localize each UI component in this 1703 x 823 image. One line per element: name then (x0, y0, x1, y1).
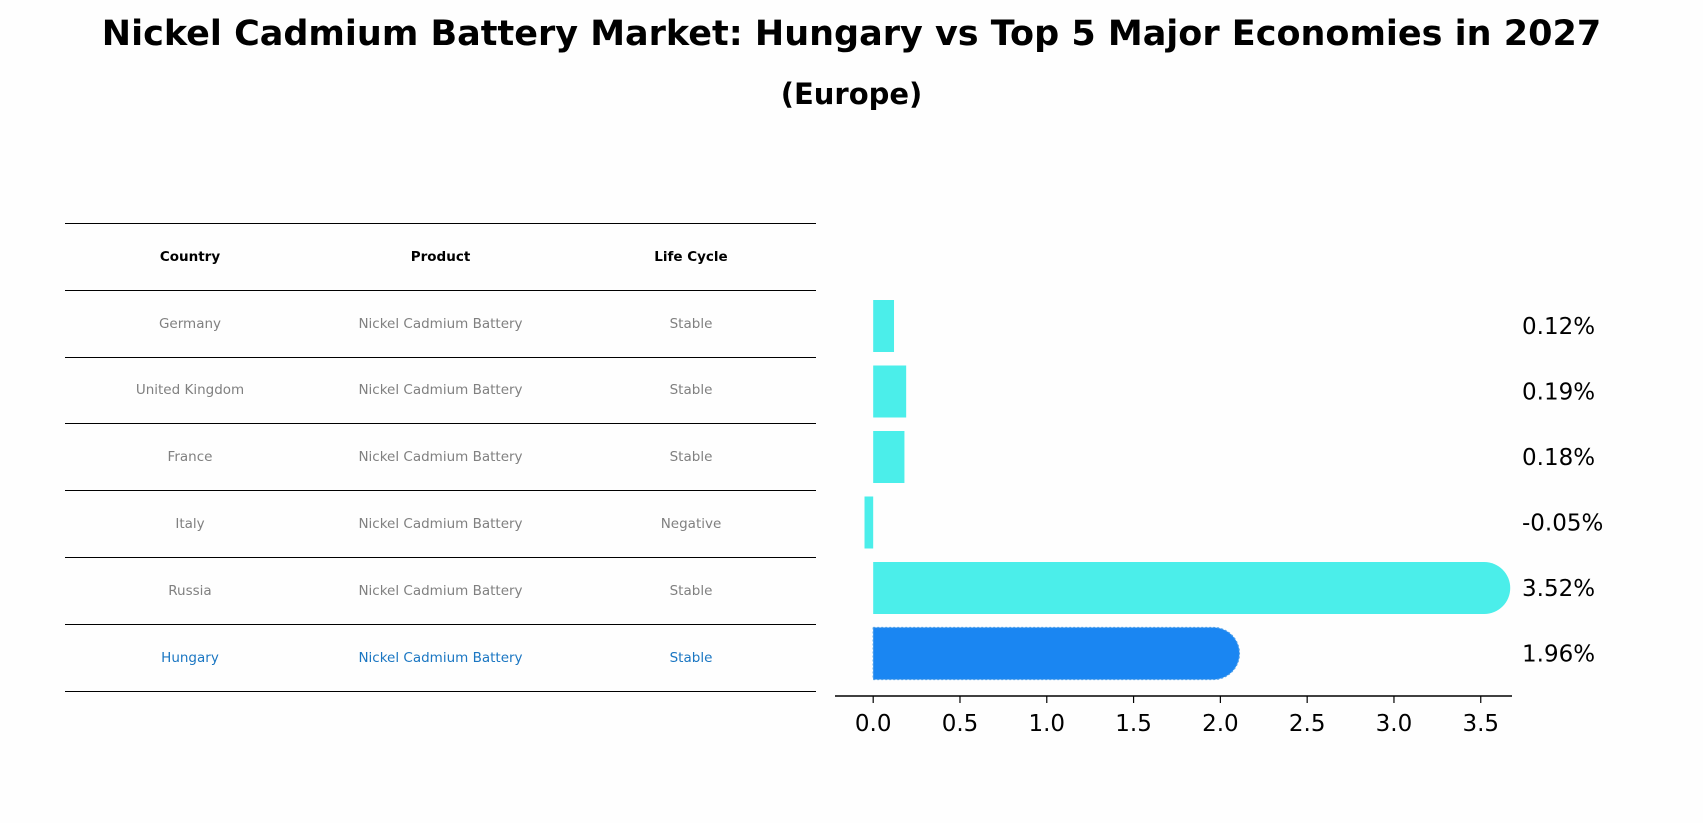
bar-value-label: 0.19% (1522, 380, 1595, 406)
cell-product: Nickel Cadmium Battery (315, 557, 566, 625)
bar-germany (873, 300, 895, 352)
cell-product: Nickel Cadmium Battery (315, 624, 566, 692)
chart-title: Nickel Cadmium Battery Market: Hungary v… (101, 14, 1602, 54)
cell-country: Germany (65, 290, 315, 358)
bar-value-label: -0.05% (1522, 511, 1603, 537)
cell-life-cycle: Stable (566, 557, 816, 625)
cell-life-cycle: Stable (566, 290, 816, 358)
cell-country: Italy (65, 490, 315, 558)
cell-country: France (65, 423, 315, 492)
bar-united-kingdom (873, 365, 907, 418)
chart-subtitle: (Europe) (780, 77, 923, 111)
bar-value-label: 3.52% (1522, 576, 1595, 602)
x-tick-label: 3.5 (1462, 711, 1499, 737)
table-row: United Kingdom Nickel Cadmium Battery St… (65, 357, 816, 425)
bar-value-label: 1.96% (1522, 642, 1595, 668)
bar-hungary (872, 626, 1241, 681)
x-tick-label: 1.5 (1115, 711, 1152, 737)
cell-product: Nickel Cadmium Battery (315, 423, 566, 492)
bar-russia (873, 562, 1511, 614)
column-header-product: Product (315, 223, 566, 291)
cell-country: Hungary (65, 624, 315, 692)
table-row-highlighted: Hungary Nickel Cadmium Battery Stable (65, 624, 816, 692)
x-tick-label: 0.0 (855, 711, 892, 737)
cell-country: Russia (65, 557, 315, 625)
bar-value-label: 0.12% (1522, 314, 1595, 340)
data-table: Country Product Life Cycle Germany Nicke… (65, 223, 816, 692)
column-header-life-cycle: Life Cycle (566, 223, 816, 291)
x-tick-label: 3.0 (1376, 711, 1413, 737)
cell-life-cycle: Stable (566, 423, 816, 492)
x-tick-label: 0.5 (942, 711, 979, 737)
cell-product: Nickel Cadmium Battery (315, 290, 566, 358)
table-row: Russia Nickel Cadmium Battery Stable (65, 557, 816, 625)
table-row: Germany Nickel Cadmium Battery Stable (65, 290, 816, 358)
bar-value-label: 0.18% (1522, 445, 1595, 471)
x-tick-label: 2.5 (1289, 711, 1326, 737)
table-row: France Nickel Cadmium Battery Stable (65, 423, 816, 492)
x-tick-label: 2.0 (1202, 711, 1239, 737)
table-header-row: Country Product Life Cycle (65, 223, 816, 291)
cell-product: Nickel Cadmium Battery (315, 357, 566, 425)
bar-france (873, 431, 905, 483)
cell-life-cycle: Negative (566, 490, 816, 558)
cell-product: Nickel Cadmium Battery (315, 490, 566, 558)
cell-country: United Kingdom (65, 357, 315, 425)
table-row: Italy Nickel Cadmium Battery Negative (65, 490, 816, 558)
x-tick-label: 1.0 (1028, 711, 1065, 737)
bar-italy (864, 496, 874, 549)
cell-life-cycle: Stable (566, 357, 816, 425)
column-header-country: Country (65, 223, 315, 291)
cell-life-cycle: Stable (566, 624, 816, 692)
